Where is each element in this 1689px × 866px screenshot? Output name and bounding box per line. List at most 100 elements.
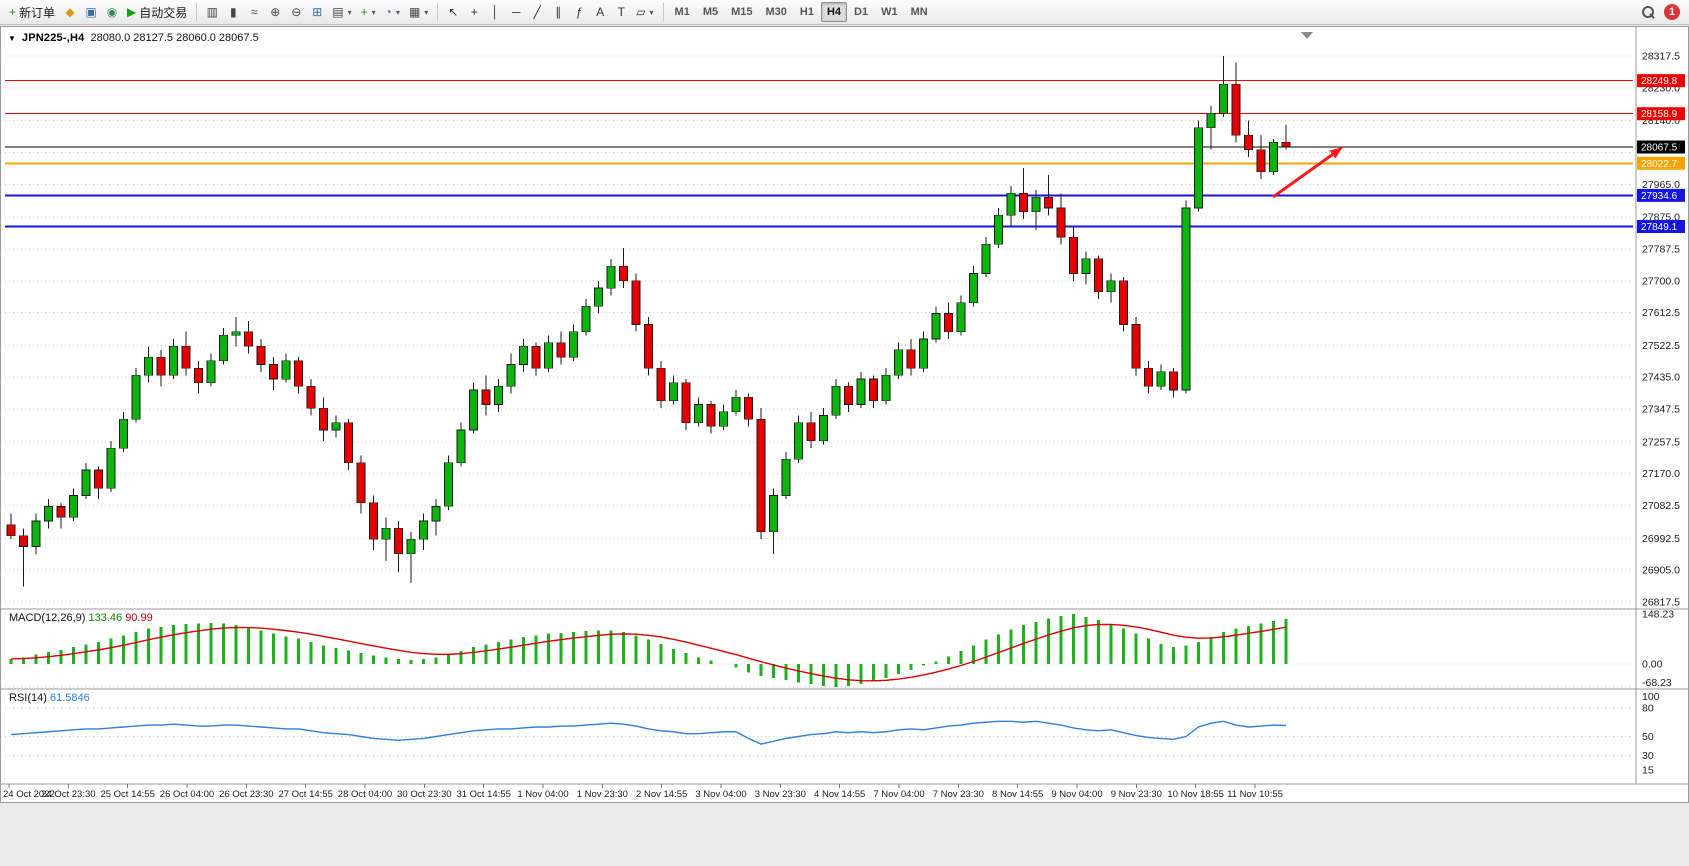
candle-body-up bbox=[131, 375, 141, 420]
candle-body-up bbox=[169, 345, 178, 376]
candlestick-chart-button[interactable]: ▮ bbox=[223, 2, 243, 22]
timeframe-button-w1[interactable]: W1 bbox=[881, 6, 898, 18]
price-badge bbox=[1637, 74, 1685, 88]
candle-body-up bbox=[281, 360, 291, 380]
arrange-windows-button[interactable]: ▤ ▾ bbox=[328, 2, 355, 22]
autotrading-button[interactable]: ▶ 自动交易 bbox=[123, 2, 191, 22]
chart-plot-area[interactable] bbox=[5, 27, 1633, 609]
candle-body-up bbox=[669, 382, 678, 402]
new-order-button-label: 新订单 bbox=[19, 5, 56, 20]
candle-body-up bbox=[969, 273, 978, 303]
tile-windows-icon: ⊞ bbox=[312, 5, 323, 19]
zoom-in-button[interactable]: ⊕ bbox=[265, 2, 285, 22]
candle-body-up bbox=[956, 302, 966, 333]
candle-body-down bbox=[1056, 207, 1066, 238]
candle-body-up bbox=[719, 411, 728, 427]
macd-indicator-label: MACD(12,26,9) 133.46 90.99 bbox=[9, 612, 153, 624]
candle-body-up bbox=[119, 418, 128, 449]
candle-body-down bbox=[1231, 83, 1241, 136]
candle-body-up bbox=[881, 375, 891, 402]
candle-body-down bbox=[369, 502, 378, 540]
chart-shift-marker-icon[interactable] bbox=[1301, 32, 1313, 39]
template-button[interactable]: ▦ ▾ bbox=[405, 2, 432, 22]
price-badge-label: 27849.1 bbox=[1641, 222, 1678, 233]
price-scale[interactable] bbox=[1636, 27, 1688, 784]
channel-button[interactable]: ∥ bbox=[548, 2, 568, 22]
candle-body-down bbox=[656, 367, 666, 402]
time-axis-label: 30 Oct 23:30 bbox=[397, 789, 451, 800]
chart-window: 28317.528230.028140.027965.027875.027787… bbox=[0, 26, 1689, 803]
time-axis-label: 24 Oct 23:30 bbox=[41, 789, 95, 800]
account-icon: ▣ bbox=[85, 5, 97, 19]
candle-body-up bbox=[106, 447, 116, 489]
vertical-line-button[interactable]: │ bbox=[485, 2, 505, 22]
timeframe-button-m1[interactable]: M1 bbox=[674, 6, 690, 18]
text-label-button[interactable]: T bbox=[611, 2, 631, 22]
market-news-button[interactable]: ◆ bbox=[60, 2, 80, 22]
timeframe-button-d1[interactable]: D1 bbox=[854, 6, 869, 18]
time-axis-label: 3 Nov 04:00 bbox=[695, 789, 746, 800]
fibonacci-button[interactable]: ƒ bbox=[569, 2, 589, 22]
candle-body-down bbox=[681, 382, 691, 424]
candle-body-down bbox=[744, 396, 753, 420]
macd-signal-line bbox=[10, 623, 1287, 682]
candle-body-up bbox=[219, 335, 228, 362]
tile-windows-button[interactable]: ⊞ bbox=[307, 2, 327, 22]
price-badge-label: 28158.9 bbox=[1641, 109, 1678, 120]
line-chart-button[interactable]: ≈ bbox=[244, 2, 264, 22]
timeframe-button-mn[interactable]: MN bbox=[910, 6, 928, 18]
candle-body-down bbox=[1244, 134, 1253, 151]
candle-body-up bbox=[931, 313, 941, 340]
candle-body-up bbox=[81, 469, 91, 496]
time-axis-label: 8 Nov 14:55 bbox=[992, 789, 1043, 800]
candle-body-up bbox=[981, 244, 991, 274]
crosshair-button[interactable]: + bbox=[464, 2, 484, 22]
timeframe-button-m5[interactable]: M5 bbox=[702, 6, 719, 18]
timeframe-button-h4[interactable]: H4 bbox=[820, 2, 848, 22]
rsi-axis-label: 100 bbox=[1642, 691, 1660, 703]
arrange-icon: ▤ bbox=[332, 5, 344, 19]
periods-button[interactable]: ◔ ▾ bbox=[381, 2, 404, 22]
cursor-button[interactable]: ↖ bbox=[443, 2, 463, 22]
notification-badge[interactable]: 1 bbox=[1664, 4, 1680, 20]
timeframe-button-m30[interactable]: M30 bbox=[765, 6, 787, 18]
candle-body-up bbox=[1194, 127, 1203, 209]
add-indicator-button[interactable]: + ▾ bbox=[357, 2, 380, 22]
candle-body-up bbox=[894, 349, 903, 376]
trend-arrow[interactable] bbox=[1272, 153, 1334, 199]
toolbar-button-group: + 新订单 ◆ ▣ ◉ ▶ 自动交易 ▥ ▮ ≈ ⊕ ⊖ ⊞ ▤ ▾ + ▾ ◔ ▾ ▦ ▾ ↖ + │ ─ ╱ ∥ ƒ A T ▱ ▾ bbox=[5, 2, 668, 22]
candle-body-up bbox=[856, 378, 866, 405]
candle-body-up bbox=[919, 338, 928, 369]
bar-chart-button[interactable]: ▥ bbox=[202, 2, 222, 22]
trendline-button[interactable]: ╱ bbox=[527, 2, 547, 22]
time-scale[interactable] bbox=[1, 784, 1688, 802]
price-axis-label: 26992.5 bbox=[1642, 533, 1680, 545]
timeframe-button-h1[interactable]: H1 bbox=[799, 6, 814, 18]
account-button[interactable]: ▣ bbox=[81, 2, 101, 22]
search-icon[interactable] bbox=[1641, 5, 1655, 19]
candle-body-down bbox=[756, 418, 766, 533]
clock-icon: ◔ bbox=[384, 5, 392, 19]
price-axis-label: 27347.5 bbox=[1642, 404, 1680, 416]
timeframe-button-m15[interactable]: M15 bbox=[731, 6, 753, 18]
candle-body-down bbox=[56, 506, 66, 518]
candle-body-down bbox=[394, 527, 403, 555]
candle-body-up bbox=[419, 520, 428, 540]
candle-body-up bbox=[406, 538, 416, 555]
text-button[interactable]: A bbox=[590, 2, 610, 22]
zoom-out-button[interactable]: ⊖ bbox=[286, 2, 306, 22]
crosshair-icon: + bbox=[470, 5, 478, 19]
channel-icon: ∥ bbox=[555, 5, 562, 19]
time-axis-label: 31 Oct 14:55 bbox=[456, 789, 510, 800]
autotrading-button-label: 自动交易 bbox=[139, 5, 188, 20]
new-order-button[interactable]: + 新订单 bbox=[5, 2, 59, 22]
toolbar-separator bbox=[662, 3, 664, 21]
macd-axis-label: 0.00 bbox=[1642, 659, 1663, 671]
trend-arrow-head[interactable] bbox=[1329, 147, 1343, 159]
time-axis-label: 24 Oct 2022 bbox=[3, 789, 55, 800]
shapes-button[interactable]: ▱ ▾ bbox=[632, 2, 657, 22]
horizontal-line-button[interactable]: ─ bbox=[506, 2, 526, 22]
dropdown-caret-icon: ▾ bbox=[649, 7, 654, 17]
price-axis-label: 28317.5 bbox=[1642, 51, 1680, 63]
community-button[interactable]: ◉ bbox=[102, 2, 122, 22]
